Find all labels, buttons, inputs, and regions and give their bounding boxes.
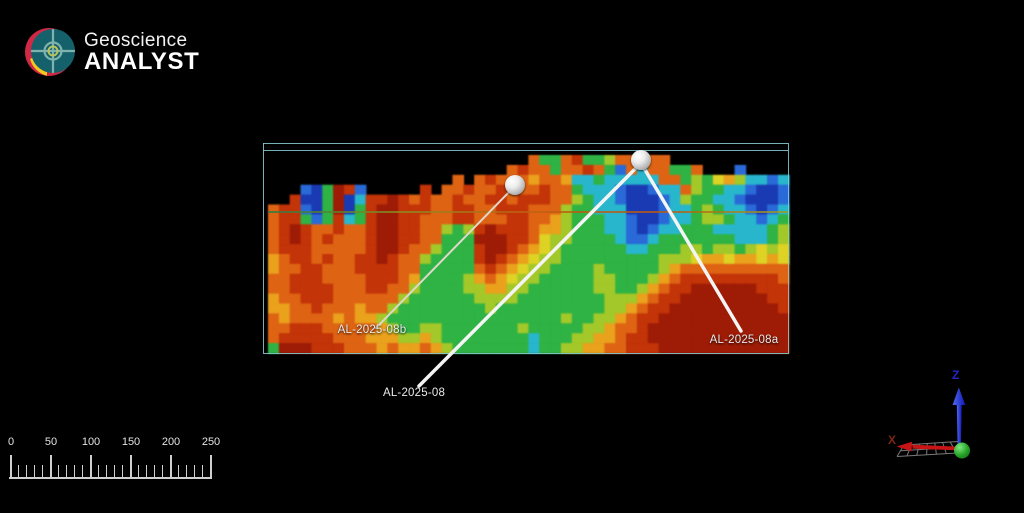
scale-bar-minor-tick [42,465,43,477]
scale-bar-minor-tick [74,465,75,477]
scale-bar-major-tick [170,455,172,477]
scale-bar-minor-tick [202,465,203,477]
scale-bar-minor-tick [98,465,99,477]
scale-bar-minor-tick [82,465,83,477]
scale-bar-label: 0 [7,436,15,448]
app-logo: Geoscience ANALYST [0,0,260,100]
scale-bar-minor-tick [138,465,139,477]
drillhole-label: AL-2025-08a [709,334,779,346]
logo-text-line1: Geoscience [84,30,188,51]
scale-bar-major-tick [10,455,12,477]
drillhole-collar-sphere[interactable] [505,175,525,195]
scale-bar-minor-tick [66,465,67,477]
scale-bar-minor-tick [18,465,19,477]
scale-bar-label: 100 [81,436,101,448]
scale-bar-minor-tick [114,465,115,477]
drillhole-label: AL-2025-08 [382,387,446,399]
scale-bar-minor-tick [186,465,187,477]
scale-bar-baseline [9,477,212,479]
geoscience-analyst-logo-icon [25,28,75,76]
scale-bar-major-tick [90,455,92,477]
section-box-left-edge [263,143,264,353]
scale-bar-minor-tick [34,465,35,477]
logo-text-line2: ANALYST [84,48,200,75]
scale-bar-label: 50 [44,436,58,448]
scale-bar-minor-tick [178,465,179,477]
section-box-right-edge [788,143,789,353]
scale-bar-major-tick [130,455,132,477]
section-box-bottom-edge [263,353,789,354]
scale-bar-minor-tick [26,465,27,477]
drillhole-collar-sphere[interactable] [631,150,651,170]
scale-bar-major-tick [50,455,52,477]
scale-bar-major-tick [210,455,212,477]
scale-bar-minor-tick [154,465,155,477]
scale-bar: 0 50 100 150 200 250 [0,425,240,485]
scale-bar-label: 250 [201,436,221,448]
section-box-top-edge [263,143,788,144]
scale-bar-minor-tick [58,465,59,477]
section-box-back-edge [263,150,788,151]
scale-bar-minor-tick [194,465,195,477]
section-seam-line [268,211,788,213]
scale-bar-label: 150 [121,436,141,448]
scale-bar-label: 200 [161,436,181,448]
scale-bar-minor-tick [106,465,107,477]
drillhole-label: AL-2025-08b [337,324,407,336]
scale-bar-minor-tick [122,465,123,477]
scale-bar-minor-tick [162,465,163,477]
scale-bar-minor-tick [146,465,147,477]
